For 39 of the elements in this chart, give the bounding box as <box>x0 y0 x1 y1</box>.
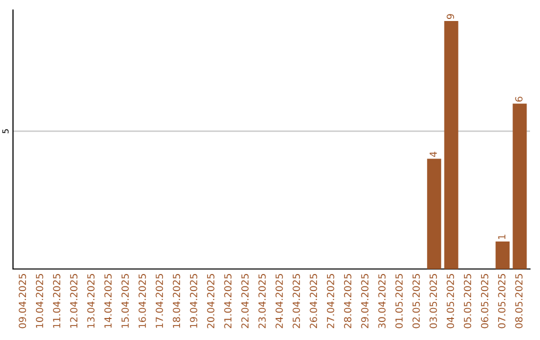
bar <box>512 104 527 269</box>
x-tick-label: 22.04.2025 <box>241 274 249 328</box>
x-tick-label: 26.04.2025 <box>310 274 318 328</box>
data-label: 1 <box>498 234 506 239</box>
x-tick-label: 18.04.2025 <box>172 274 180 328</box>
x-tick-label: 29.04.2025 <box>361 274 368 328</box>
x-tick-label: 15.04.2025 <box>121 274 129 328</box>
x-tick-label: 17.04.2025 <box>156 274 164 328</box>
x-tick-label: 24.04.2025 <box>276 274 283 328</box>
x-tick-label: 13.04.2025 <box>87 274 95 328</box>
x-tick-label: 02.05.2025 <box>412 274 420 328</box>
y-tick-label: 5 <box>2 129 9 134</box>
bar <box>444 21 458 269</box>
x-tick-label: 09.04.2025 <box>18 274 26 328</box>
x-tick-label: 06.05.2025 <box>480 274 488 328</box>
x-tick-label: 20.04.2025 <box>207 274 214 328</box>
x-tick-label: 19.04.2025 <box>190 274 198 328</box>
x-tick-label: 08.05.2025 <box>515 274 523 328</box>
bar <box>496 241 510 269</box>
x-tick-label: 11.04.2025 <box>52 274 60 328</box>
data-label: 9 <box>446 14 454 20</box>
x-tick-label: 04.05.2025 <box>446 274 454 328</box>
x-tick-label: 01.05.2025 <box>395 274 403 328</box>
data-label: 4 <box>430 152 437 157</box>
x-tick-label: 16.04.2025 <box>138 274 146 328</box>
x-tick-label: 14.04.2025 <box>104 274 112 328</box>
x-tick-label: 23.04.2025 <box>258 274 266 328</box>
x-tick-label: 28.04.2025 <box>344 274 352 328</box>
x-tick-label: 12.04.2025 <box>70 274 78 328</box>
x-tick-label: 05.05.2025 <box>464 274 472 328</box>
x-tick-label: 25.04.2025 <box>292 274 300 328</box>
x-tick-label: 30.04.2025 <box>378 274 386 328</box>
x-tick-label: 03.05.2025 <box>430 274 437 328</box>
x-tick-label: 27.04.2025 <box>326 274 334 328</box>
x-tick-label: 07.05.2025 <box>498 274 506 328</box>
x-tick-label: 10.04.2025 <box>36 274 44 328</box>
data-label: 6 <box>515 96 523 102</box>
x-tick-label: 21.04.2025 <box>224 274 232 328</box>
bar <box>427 158 442 269</box>
